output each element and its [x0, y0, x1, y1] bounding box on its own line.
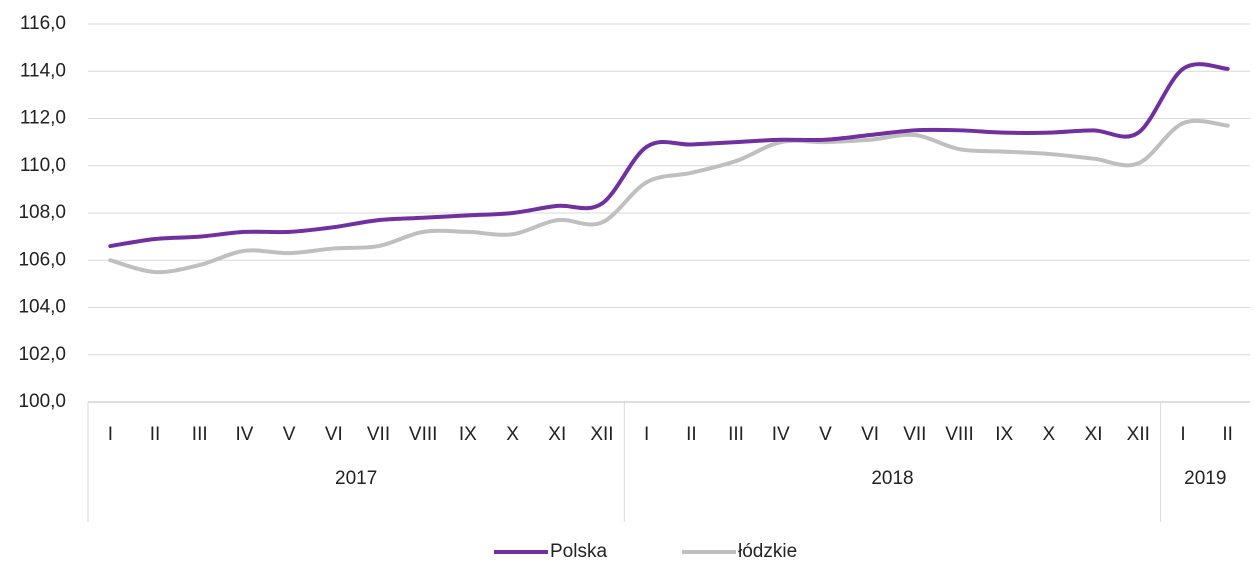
x-tick-label: XI — [1085, 424, 1103, 445]
x-tick-label: V — [819, 424, 832, 445]
x-tick-label: I — [644, 424, 649, 445]
x-tick-label: VII — [367, 424, 390, 445]
x-tick-label: XII — [590, 424, 613, 445]
y-tick-label: 110,0 — [20, 155, 66, 176]
legend-label: Polska — [550, 541, 607, 562]
x-tick-label: VII — [903, 424, 926, 445]
x-tick-label: II — [1222, 424, 1233, 445]
y-tick-label: 102,0 — [18, 344, 66, 365]
series-line — [108, 118, 1230, 275]
x-tick-label: I — [1180, 424, 1185, 445]
x-tick-label: XI — [548, 424, 566, 445]
x-tick-label: IX — [459, 424, 477, 445]
x-tick-label: XII — [1127, 424, 1150, 445]
x-tick-label: II — [686, 424, 697, 445]
x-tick-label: IX — [995, 424, 1013, 445]
x-tick-label: X — [1043, 424, 1056, 445]
group-label: 2019 — [1184, 468, 1226, 489]
y-tick-label: 108,0 — [18, 202, 66, 223]
y-tick-label: 114,0 — [20, 60, 66, 81]
y-tick-label: 104,0 — [18, 297, 66, 318]
y-tick-label: 112,0 — [20, 108, 66, 129]
x-tick-label: II — [150, 424, 161, 445]
x-tick-label: VIII — [409, 424, 438, 445]
x-tick-label: X — [506, 424, 519, 445]
y-tick-label: 106,0 — [18, 249, 66, 270]
group-label: 2018 — [871, 468, 913, 489]
x-tick-label: IV — [235, 424, 253, 445]
x-tick-label: III — [192, 424, 208, 445]
x-tick-label: III — [728, 424, 744, 445]
group-label: 2017 — [335, 468, 377, 489]
x-tick-label: VI — [861, 424, 879, 445]
x-tick-label: IV — [772, 424, 790, 445]
x-tick-label: V — [283, 424, 296, 445]
y-tick-label: 116,0 — [20, 13, 66, 34]
series-line — [108, 62, 1230, 249]
x-tick-label: VIII — [945, 424, 974, 445]
x-tick-label: I — [108, 424, 113, 445]
legend-label: łódzkie — [738, 541, 797, 562]
y-tick-label: 100,0 — [18, 391, 66, 412]
x-tick-label: VI — [325, 424, 343, 445]
